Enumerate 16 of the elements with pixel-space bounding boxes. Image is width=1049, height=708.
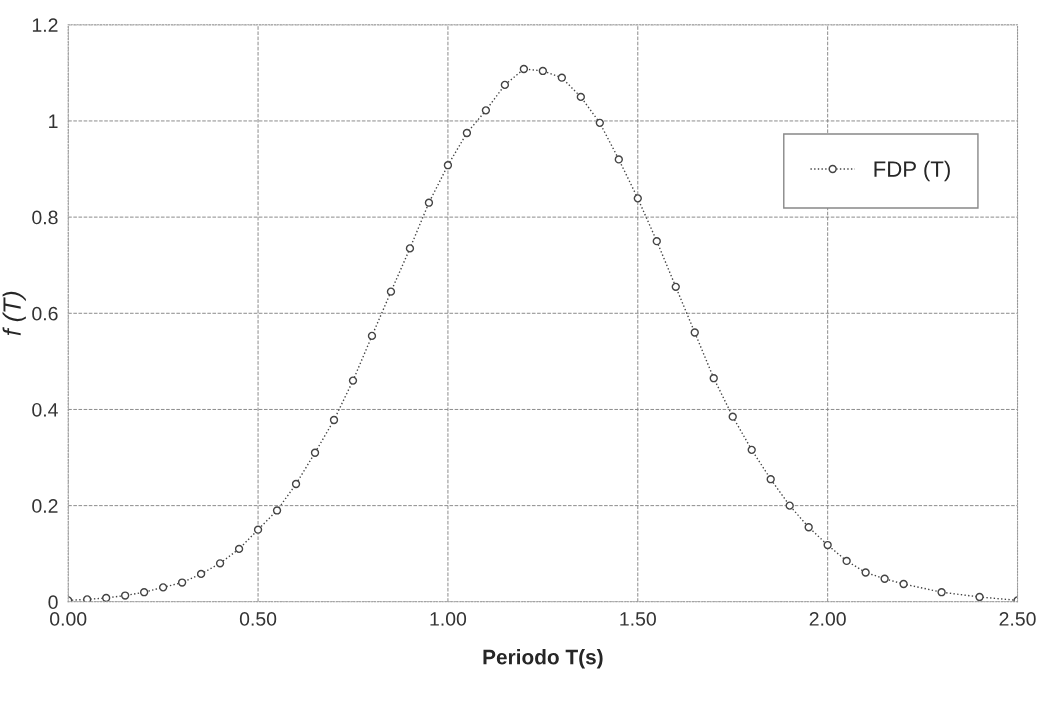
- x-tick-label: 2.00: [809, 612, 846, 626]
- y-tick-label: 0.2: [32, 499, 58, 513]
- x-tick-label: 0.50: [239, 612, 277, 626]
- y-tick-label: 0.8: [32, 210, 58, 225]
- x-tick-label: 0.00: [50, 612, 87, 626]
- y-axis-title: f (T): [2, 291, 26, 336]
- x-tick-label: 1.00: [430, 612, 467, 626]
- x-tick-label: 2.50: [999, 612, 1036, 626]
- y-tick-label: 1.2: [32, 18, 58, 32]
- x-axis-title: Periodo T(s): [483, 649, 603, 669]
- legend-label: FDP (T): [874, 160, 950, 182]
- y-tick-label: 1: [49, 114, 58, 128]
- y-tick-label: 0: [48, 595, 58, 610]
- x-tick-label: 1.50: [620, 612, 656, 626]
- y-tick-label: 0.4: [32, 402, 58, 417]
- y-tick-label: 0.6: [32, 306, 58, 321]
